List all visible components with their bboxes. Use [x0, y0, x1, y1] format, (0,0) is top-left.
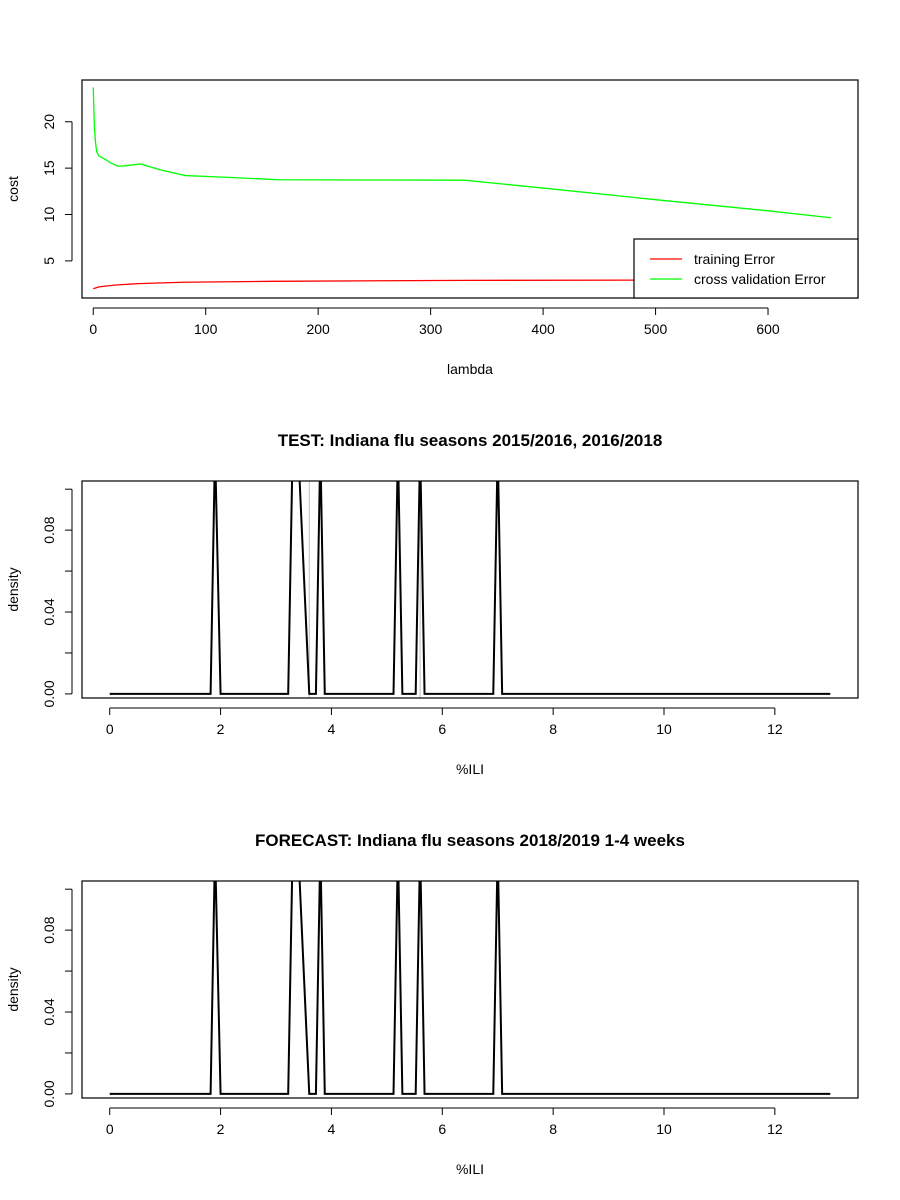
x-tick-label: 500 [644, 321, 668, 337]
plot-frame [81, 79, 859, 299]
y-tick-label: 0.08 [41, 916, 57, 943]
density-line [109, 481, 831, 695]
chart-panel-2: TEST: Indiana flu seasons 2015/2016, 201… [5, 431, 859, 777]
y-axis-label: density [5, 967, 21, 1011]
x-tick-label: 2 [217, 721, 225, 737]
chart-title: FORECAST: Indiana flu seasons 2018/2019 … [255, 831, 685, 850]
x-tick-label: 4 [328, 1121, 336, 1137]
y-tick-label: 0.00 [41, 1080, 57, 1107]
y-tick-label: 20 [41, 114, 57, 130]
density-line [109, 881, 831, 1095]
legend-label: cross validation Error [694, 271, 826, 287]
y-axis-label: density [5, 567, 21, 611]
series-line-training-error [93, 279, 832, 290]
x-axis-label: %ILI [456, 1161, 484, 1177]
x-tick-label: 600 [756, 321, 780, 337]
y-tick-label: 0.08 [41, 516, 57, 543]
plot-frame [81, 480, 859, 699]
x-tick-label: 4 [328, 721, 336, 737]
x-tick-label: 6 [438, 1121, 446, 1137]
y-tick-label: 0.04 [41, 998, 57, 1025]
x-tick-label: 12 [767, 1121, 783, 1137]
x-tick-label: 10 [656, 1121, 672, 1137]
plot-area [92, 87, 832, 290]
chart-panel-3: FORECAST: Indiana flu seasons 2018/2019 … [5, 831, 859, 1177]
x-tick-label: 8 [549, 721, 557, 737]
plot-area [109, 881, 831, 1095]
x-axis-label: %ILI [456, 761, 484, 777]
x-tick-label: 2 [217, 1121, 225, 1137]
x-tick-label: 10 [656, 721, 672, 737]
x-tick-label: 0 [106, 1121, 114, 1137]
y-axis-label: cost [5, 176, 21, 202]
y-tick-label: 5 [41, 257, 57, 265]
x-axis-label: lambda [447, 361, 493, 377]
x-tick-label: 300 [419, 321, 443, 337]
x-tick-label: 0 [89, 321, 97, 337]
chart-panel-1: 0 100 200 300 400 500 600 lambda 5 10 15 20 cost trai… [5, 79, 859, 377]
x-tick-label: 6 [438, 721, 446, 737]
x-tick-label: 12 [767, 721, 783, 737]
legend-box [633, 238, 859, 299]
x-tick-label: 0 [106, 721, 114, 737]
legend: training Error cross validation Error [633, 238, 859, 299]
legend-label: training Error [694, 251, 775, 267]
y-tick-label: 10 [41, 207, 57, 223]
x-tick-label: 200 [306, 321, 330, 337]
y-tick-label: 15 [41, 160, 57, 176]
y-tick-label: 0.00 [41, 680, 57, 707]
plot-frame [81, 880, 859, 1099]
x-tick-label: 400 [531, 321, 555, 337]
series-line-cross-validation-error [92, 87, 832, 219]
y-tick-label: 0.04 [41, 598, 57, 625]
chart-title: TEST: Indiana flu seasons 2015/2016, 201… [278, 431, 663, 450]
x-tick-label: 100 [194, 321, 218, 337]
x-tick-label: 8 [549, 1121, 557, 1137]
plot-area [109, 481, 831, 695]
